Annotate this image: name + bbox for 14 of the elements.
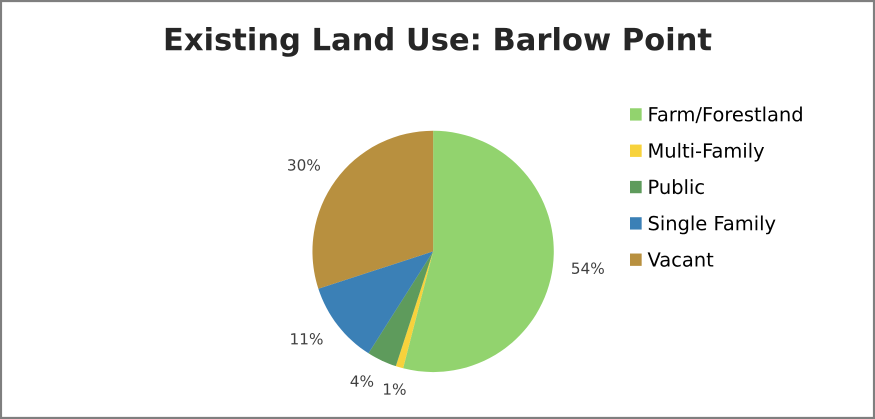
data-label: 4% (350, 375, 374, 387)
data-label: 30% (288, 159, 320, 171)
legend-label: Single Family (648, 215, 776, 234)
legend-label: Multi-Family (649, 142, 764, 162)
legend-label: Farm/Forestland (649, 106, 802, 124)
pie-slice (403, 130, 554, 372)
data-label: 54% (572, 262, 604, 274)
data-label: 1% (384, 383, 406, 395)
pie-slice (396, 251, 434, 368)
chart-title: Existing Land Use: Barlow Point (166, 26, 712, 57)
data-label: 11% (291, 333, 323, 345)
legend-label: Vacant (648, 252, 714, 267)
pie-slice (368, 251, 434, 366)
legend-label: Public (649, 179, 704, 194)
